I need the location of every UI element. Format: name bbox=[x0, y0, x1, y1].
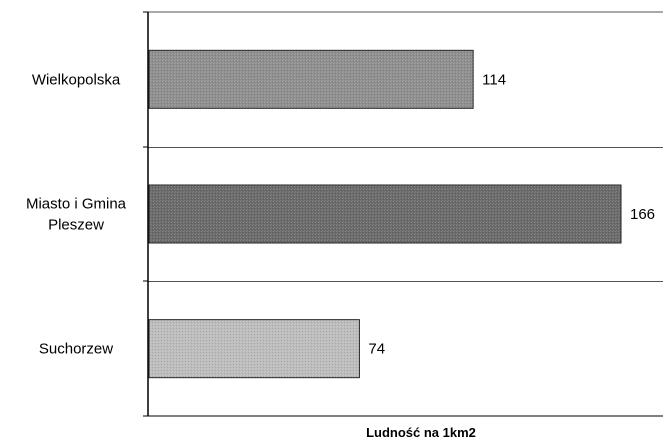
data-label: 166 bbox=[630, 206, 655, 223]
bar-texture bbox=[149, 319, 360, 378]
bar-texture bbox=[149, 185, 621, 243]
x-axis-title: Ludność na 1km2 bbox=[366, 425, 476, 440]
bar-texture bbox=[149, 50, 474, 109]
category-label: Pleszew bbox=[48, 217, 104, 234]
plot-area: 114 Wielkopolska 166 Miasto i Gmina Pleszew 7… bbox=[26, 11, 663, 417]
category-label: Miasto i Gmina bbox=[26, 196, 127, 213]
category-label: Suchorzew bbox=[39, 341, 113, 358]
data-label: 74 bbox=[368, 341, 385, 358]
data-label: 114 bbox=[482, 71, 506, 88]
category-label: Wielkopolska bbox=[32, 71, 121, 88]
